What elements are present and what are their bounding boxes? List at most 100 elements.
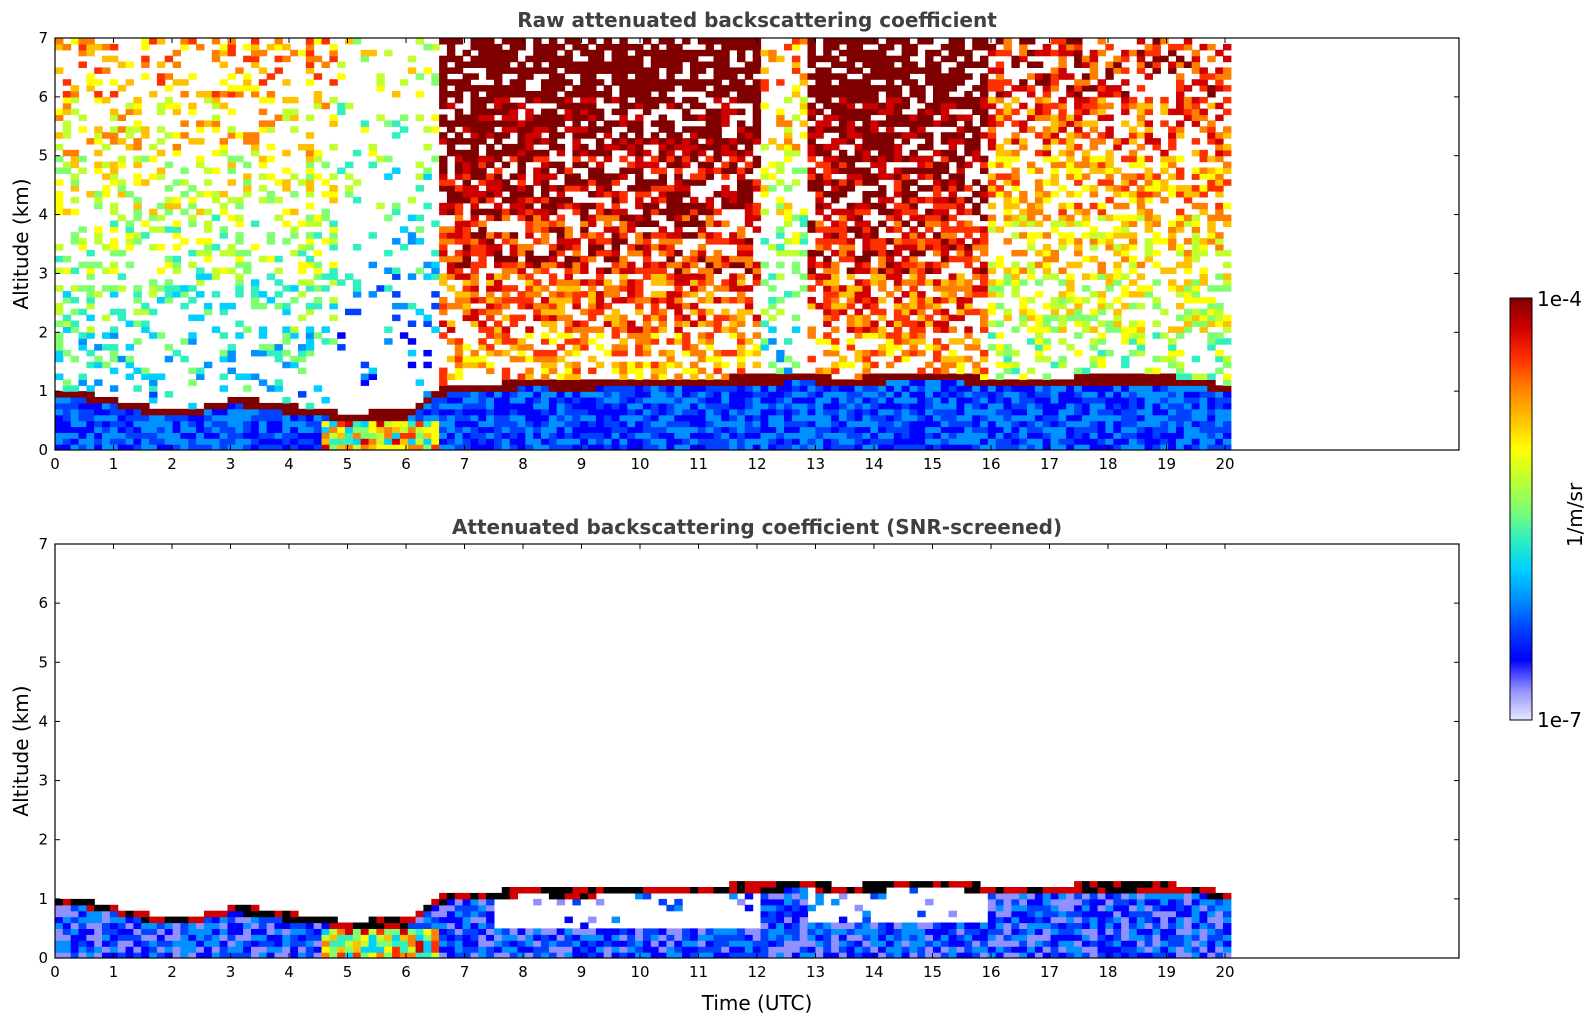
top-heat-cell [525, 391, 534, 398]
top-heat-cell [235, 273, 244, 280]
top-heat-cell [156, 267, 166, 274]
top-heat-cell [55, 255, 64, 263]
top-heat-cell [956, 126, 965, 133]
top-heat-cell [603, 320, 613, 327]
top-heat-cell [784, 132, 793, 139]
top-heat-cell [964, 196, 973, 204]
top-heat-cell [878, 73, 887, 80]
top-heat-cell [580, 261, 589, 269]
top-heat-cell [462, 173, 471, 180]
top-heat-cell [885, 361, 895, 369]
top-heat-cell [494, 338, 503, 345]
top-heat-cell [674, 326, 683, 333]
top-heat-cell [1003, 191, 1012, 198]
top-heat-cell [940, 208, 950, 216]
top-heat-cell [525, 408, 534, 416]
top-heat-cell [258, 49, 268, 57]
top-heat-cell [752, 214, 762, 222]
top-heat-cell [1011, 391, 1020, 398]
top-heat-cell [744, 61, 754, 68]
top-heat-cell [305, 38, 315, 45]
top-heat-cell [831, 414, 840, 422]
top-heat-cell [642, 79, 652, 86]
top-heat-cell [917, 432, 926, 439]
top-heat-cell [548, 391, 558, 398]
top-heat-cell [635, 285, 644, 292]
top-heat-cell [823, 314, 832, 322]
top-heat-cell [352, 438, 362, 445]
top-heat-cell [964, 379, 973, 386]
top-heat-cell [674, 61, 683, 68]
top-heat-cell [533, 61, 542, 68]
top-heat-cell [1011, 420, 1020, 428]
top-heat-cell [454, 249, 464, 257]
top-heat-cell [102, 55, 111, 63]
top-heat-cell [619, 297, 628, 304]
top-heat-cell [156, 38, 166, 45]
top-heat-cell [533, 267, 542, 274]
top-heat-cell [164, 444, 174, 450]
top-heat-cell [407, 420, 417, 428]
top-heat-cell [674, 238, 683, 245]
top-heat-cell [744, 179, 754, 186]
top-heat-cell [313, 261, 323, 269]
top-heat-cell [572, 244, 581, 251]
top-heat-cell [642, 402, 652, 410]
top-heat-cell [619, 444, 628, 450]
top-heat-cell [862, 414, 871, 422]
top-heat-cell [360, 420, 370, 428]
top-heat-cell [650, 432, 660, 439]
top-heat-cell [878, 120, 887, 127]
top-heat-cell [744, 149, 754, 157]
top-heat-cell [729, 426, 738, 433]
top-heat-cell [321, 191, 330, 198]
top-heat-cell [94, 196, 103, 204]
top-heat-cell [690, 426, 699, 433]
top-heat-cell [454, 297, 464, 304]
top-heat-cell [744, 43, 754, 51]
top-heat-cell [1011, 261, 1020, 269]
top-heat-cell [572, 120, 581, 127]
top-heat-cell [674, 432, 683, 439]
top-heat-cell [737, 408, 746, 416]
top-heat-cell [666, 338, 675, 345]
top-heat-cell [807, 355, 816, 363]
top-heat-cell [768, 138, 777, 145]
top-heat-cell [149, 391, 158, 398]
top-heat-cell [933, 79, 942, 86]
top-heat-cell [697, 255, 707, 263]
top-heat-cell [619, 285, 628, 292]
top-heat-cell [290, 332, 299, 339]
top-heat-cell [627, 291, 636, 298]
top-heat-cell [478, 391, 487, 398]
top-heat-cell [541, 85, 550, 92]
top-heat-cell [768, 326, 777, 333]
top-heat-cell [737, 108, 746, 116]
top-heat-cell [423, 414, 432, 422]
top-heat-cell [1027, 85, 1036, 92]
top-heat-cell [870, 85, 879, 92]
top-heat-cell [831, 402, 840, 410]
top-heat-cell [117, 444, 127, 450]
top-heat-cell [784, 391, 793, 398]
top-heat-cell [298, 314, 307, 322]
top-heat-cell [595, 79, 605, 86]
top-heat-cell [635, 302, 644, 310]
top-heat-cell [352, 179, 362, 186]
top-heat-cell [878, 432, 887, 439]
top-heat-cell [854, 267, 863, 274]
top-heat-cell [548, 73, 558, 80]
top-heat-cell [729, 444, 738, 450]
top-heat-cell [776, 120, 785, 127]
top-heat-cell [580, 338, 589, 345]
top-heat-cell [776, 408, 785, 416]
top-heat-cell [431, 114, 440, 121]
top-heat-cell [1019, 43, 1028, 51]
top-heat-cell [831, 102, 840, 110]
top-heat-cell [658, 391, 667, 398]
top-heat-cell [509, 85, 519, 92]
top-heat-cell [1003, 114, 1012, 121]
top-heat-cell [987, 302, 997, 310]
top-heat-cell [713, 420, 722, 428]
top-heat-cell [650, 232, 660, 239]
